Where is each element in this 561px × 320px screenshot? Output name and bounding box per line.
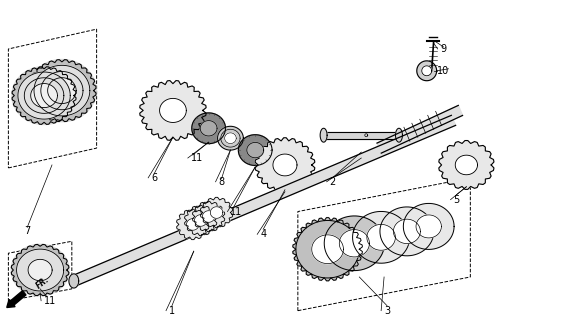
Text: 11: 11 xyxy=(44,296,56,306)
Polygon shape xyxy=(177,209,209,240)
Polygon shape xyxy=(185,205,217,236)
Polygon shape xyxy=(324,132,399,139)
Polygon shape xyxy=(17,249,63,291)
Polygon shape xyxy=(312,235,343,264)
Polygon shape xyxy=(159,98,186,123)
Polygon shape xyxy=(72,115,456,286)
Text: 10: 10 xyxy=(436,66,449,76)
Polygon shape xyxy=(195,215,207,226)
Polygon shape xyxy=(48,78,76,104)
Polygon shape xyxy=(200,121,217,136)
Polygon shape xyxy=(24,78,64,113)
Text: FR.: FR. xyxy=(34,275,51,291)
Text: 1: 1 xyxy=(169,306,175,316)
Polygon shape xyxy=(69,274,79,288)
Text: 11: 11 xyxy=(191,153,203,163)
Polygon shape xyxy=(273,154,297,176)
Polygon shape xyxy=(11,244,69,296)
Polygon shape xyxy=(238,135,272,165)
Text: 6: 6 xyxy=(151,173,157,183)
Polygon shape xyxy=(200,197,233,228)
Polygon shape xyxy=(11,244,69,296)
Text: 7: 7 xyxy=(24,226,30,236)
Text: 9: 9 xyxy=(440,44,447,54)
Polygon shape xyxy=(18,72,70,119)
Polygon shape xyxy=(203,211,215,222)
Polygon shape xyxy=(296,220,359,278)
Text: 5: 5 xyxy=(453,195,459,205)
Text: 4: 4 xyxy=(260,229,266,239)
Polygon shape xyxy=(12,67,76,124)
Polygon shape xyxy=(27,60,96,122)
Polygon shape xyxy=(140,81,206,140)
Polygon shape xyxy=(320,128,327,142)
Polygon shape xyxy=(255,138,315,192)
Polygon shape xyxy=(324,216,384,271)
Polygon shape xyxy=(393,219,420,244)
Polygon shape xyxy=(210,207,223,218)
Text: 3: 3 xyxy=(384,306,390,316)
Polygon shape xyxy=(439,140,494,189)
Polygon shape xyxy=(377,105,463,153)
Polygon shape xyxy=(28,259,52,281)
Polygon shape xyxy=(224,133,236,144)
Polygon shape xyxy=(247,142,264,158)
Polygon shape xyxy=(352,212,410,263)
FancyArrow shape xyxy=(7,291,26,308)
Polygon shape xyxy=(380,207,434,256)
Polygon shape xyxy=(34,65,90,116)
Polygon shape xyxy=(192,113,226,144)
Text: 8: 8 xyxy=(219,177,224,187)
Polygon shape xyxy=(293,218,362,281)
Polygon shape xyxy=(31,84,57,108)
Polygon shape xyxy=(417,61,436,81)
Polygon shape xyxy=(41,71,83,110)
Polygon shape xyxy=(422,66,431,76)
Polygon shape xyxy=(367,224,396,250)
Text: 11: 11 xyxy=(231,206,243,217)
Polygon shape xyxy=(416,215,442,238)
Polygon shape xyxy=(403,204,454,249)
Polygon shape xyxy=(339,230,370,257)
Text: 2: 2 xyxy=(329,177,336,187)
Polygon shape xyxy=(396,128,402,142)
Polygon shape xyxy=(186,219,199,230)
Polygon shape xyxy=(27,60,96,122)
Polygon shape xyxy=(12,67,76,124)
Polygon shape xyxy=(192,201,225,232)
Polygon shape xyxy=(218,126,243,150)
Polygon shape xyxy=(455,155,477,175)
